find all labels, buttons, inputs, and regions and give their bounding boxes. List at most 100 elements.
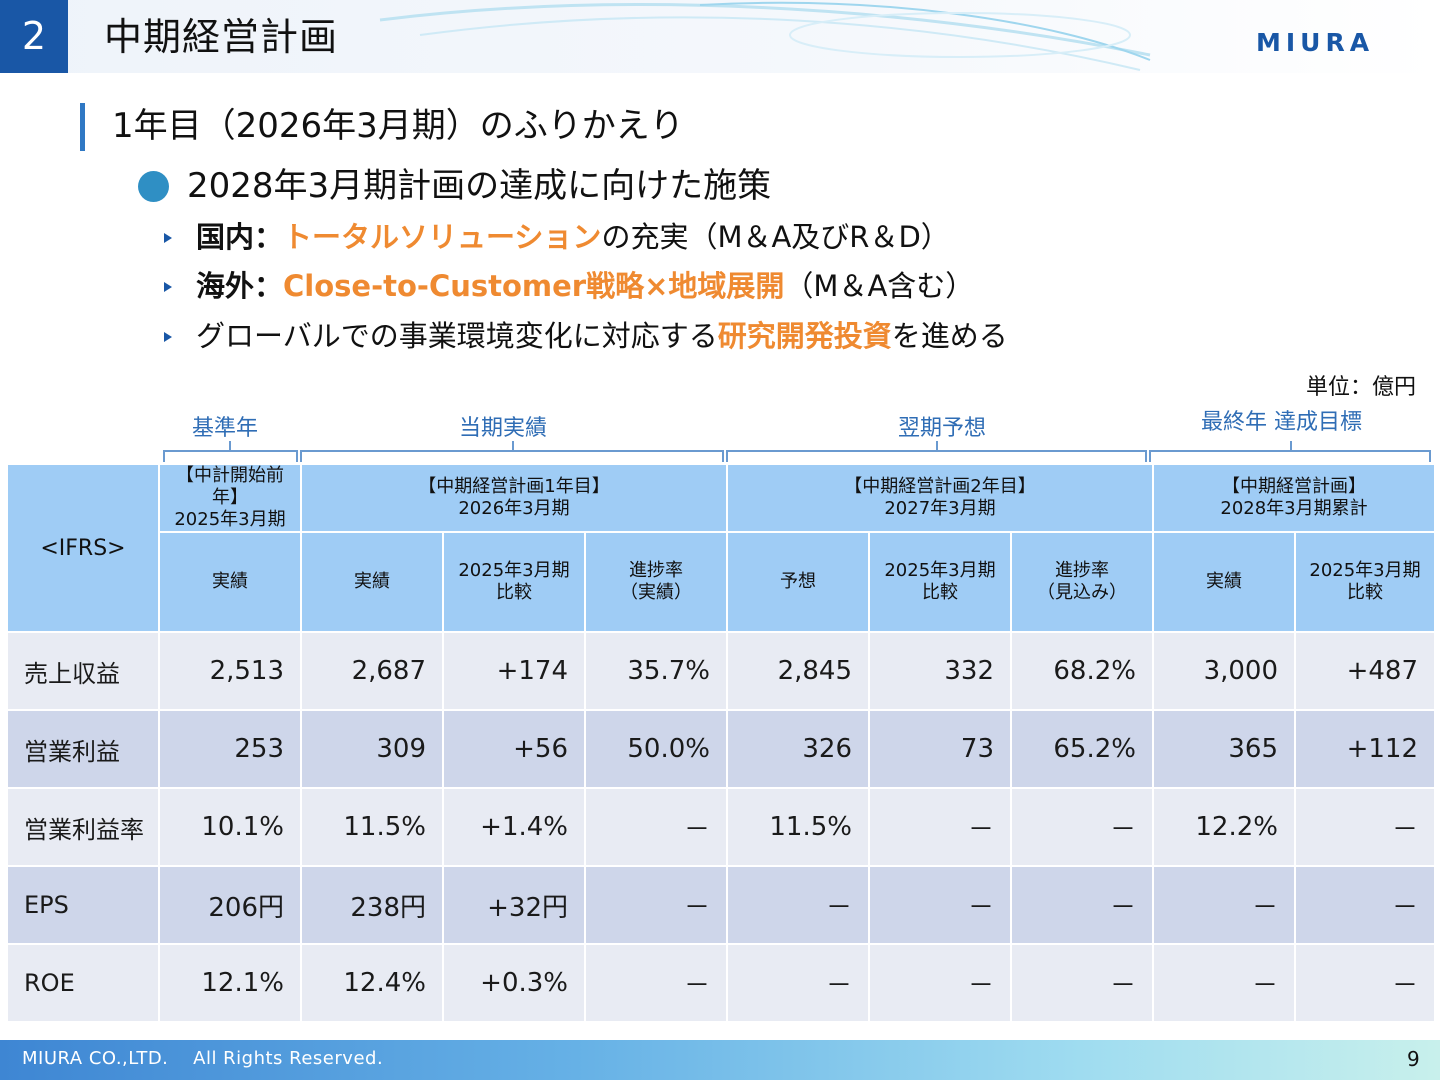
table-cell: － bbox=[584, 787, 728, 867]
table-cell: 238円 bbox=[300, 865, 444, 945]
column-header: 実績 bbox=[158, 531, 302, 633]
table-cell: +1.4% bbox=[442, 787, 586, 867]
table-cell: 2,845 bbox=[726, 631, 870, 711]
table-cell: 10.1% bbox=[158, 787, 302, 867]
column-header: 2025年3月期 比較 bbox=[442, 531, 586, 633]
bracket-base bbox=[163, 450, 298, 464]
table-row-roe: ROE 12.1% 12.4% +0.3% － － － － － － bbox=[6, 943, 1437, 1023]
bracket-tick bbox=[229, 441, 231, 451]
table-cell: 326 bbox=[726, 709, 870, 789]
table-cell: － bbox=[868, 865, 1012, 945]
table-cell: 12.2% bbox=[1152, 787, 1296, 867]
row-label: 営業利益率 bbox=[6, 787, 160, 867]
copyright: MIURA CO.,LTD. All Rights Reserved. bbox=[22, 1048, 384, 1069]
table-cell: － bbox=[726, 943, 870, 1023]
table-cell: 2,513 bbox=[158, 631, 302, 711]
bullet-heading: 2028年3月期計画の達成に向けた施策 bbox=[187, 166, 772, 206]
item-highlight: トータルソリューション bbox=[283, 220, 602, 254]
table-cell: 12.4% bbox=[300, 943, 444, 1023]
table-cell: 332 bbox=[868, 631, 1012, 711]
row-label: 売上収益 bbox=[6, 631, 160, 711]
table-cell: － bbox=[584, 943, 728, 1023]
table-cell: － bbox=[1293, 943, 1437, 1023]
table-cell: － bbox=[1293, 787, 1437, 867]
table-cell: － bbox=[1010, 787, 1154, 867]
item-text: を進める bbox=[891, 319, 1008, 353]
list-item-overseas: 海外：Close-to-Customer戦略×地域展開（M＆A含む） bbox=[196, 266, 974, 306]
table-cell: － bbox=[868, 943, 1012, 1023]
group-label-target: 最終年 達成目標 bbox=[1201, 410, 1362, 435]
group-label-actual: 当期実績 bbox=[459, 416, 548, 441]
group-header-2025: 【中計開始前年】 2025年3月期 bbox=[158, 463, 302, 533]
bracket-forecast bbox=[726, 450, 1147, 464]
table-cell: 309 bbox=[300, 709, 444, 789]
bracket-tick bbox=[1290, 441, 1292, 451]
bullet-circle-icon bbox=[138, 171, 169, 202]
triangle-bullet-icon bbox=[164, 332, 172, 342]
column-header: 2025年3月期 比較 bbox=[868, 531, 1012, 633]
table-cell: 68.2% bbox=[1010, 631, 1154, 711]
table-row-eps: EPS 206円 238円 +32円 － － － － － － bbox=[6, 865, 1437, 945]
table-cell: 2,687 bbox=[300, 631, 444, 711]
item-highlight: 研究開発投資 bbox=[717, 319, 892, 353]
column-header: 実績 bbox=[1152, 531, 1296, 633]
slide-header: 2 中期経営計画 MIURA bbox=[0, 0, 1440, 73]
triangle-bullet-icon bbox=[164, 233, 172, 243]
table-row-operating-margin: 営業利益率 10.1% 11.5% +1.4% － 11.5% － － 12.2… bbox=[6, 787, 1437, 867]
table-cell: 65.2% bbox=[1010, 709, 1154, 789]
table-cell: 253 bbox=[158, 709, 302, 789]
column-header: 2025年3月期 比較 bbox=[1293, 531, 1437, 633]
item-text: の充実（M＆A及びR＆D） bbox=[601, 220, 950, 254]
group-header-2028: 【中期経営計画】 2028年3月期累計 bbox=[1151, 463, 1437, 533]
item-highlight: Close-to-Customer戦略×地域展開 bbox=[283, 269, 785, 303]
table-cell: +56 bbox=[442, 709, 586, 789]
header-swoosh-decoration bbox=[379, 1, 1151, 71]
triangle-bullet-icon bbox=[164, 282, 172, 292]
group-label-base: 基準年 bbox=[192, 416, 259, 441]
item-label: 国内： bbox=[196, 220, 284, 254]
table-cell: +487 bbox=[1293, 631, 1437, 711]
table-cell: 3,000 bbox=[1152, 631, 1296, 711]
table-cell: － bbox=[1010, 943, 1154, 1023]
group-header-2026: 【中期経営計画1年目】 2026年3月期 bbox=[300, 463, 728, 533]
bracket-target bbox=[1149, 450, 1431, 464]
list-item-rnd: グローバルでの事業環境変化に対応する研究開発投資を進める bbox=[196, 316, 1008, 356]
table-cell: 50.0% bbox=[584, 709, 728, 789]
table-cell: +0.3% bbox=[442, 943, 586, 1023]
section-number: 2 bbox=[0, 0, 68, 73]
table-cell: 12.1% bbox=[158, 943, 302, 1023]
table-row-revenue: 売上収益 2,513 2,687 +174 35.7% 2,845 332 68… bbox=[6, 631, 1437, 711]
table-cell: +174 bbox=[442, 631, 586, 711]
bracket-actual bbox=[300, 450, 724, 464]
unit-label: 単位：億円 bbox=[1306, 375, 1417, 400]
item-text: グローバルでの事業環境変化に対応する bbox=[196, 319, 718, 353]
column-header: 予想 bbox=[726, 531, 870, 633]
table-cell: 206円 bbox=[158, 865, 302, 945]
table-cell: － bbox=[726, 865, 870, 945]
column-header: 進捗率 （実績） bbox=[584, 531, 728, 633]
table-corner-ifrs: <IFRS> bbox=[6, 463, 160, 633]
table-cell: +32円 bbox=[442, 865, 586, 945]
page-number: 9 bbox=[1407, 1047, 1420, 1071]
subheading-bar bbox=[80, 103, 85, 151]
row-label: ROE bbox=[6, 943, 160, 1023]
table-cell: 365 bbox=[1152, 709, 1296, 789]
table-cell: 11.5% bbox=[726, 787, 870, 867]
column-header: 実績 bbox=[300, 531, 444, 633]
table-cell: － bbox=[1152, 943, 1296, 1023]
company-logo: MIURA bbox=[1256, 28, 1375, 57]
page-title: 中期経営計画 bbox=[104, 15, 339, 59]
group-label-forecast: 翌期予想 bbox=[898, 416, 987, 441]
financial-table: <IFRS> 【中計開始前年】 2025年3月期 【中期経営計画1年目】 2026年… bbox=[6, 463, 1437, 1023]
item-label: 海外： bbox=[196, 269, 284, 303]
table-cell: － bbox=[1293, 865, 1437, 945]
table-row-operating-profit: 営業利益 253 309 +56 50.0% 326 73 65.2% 365 … bbox=[6, 709, 1437, 789]
table-cell: 73 bbox=[868, 709, 1012, 789]
subheading: 1年目（2026年3月期）のふりかえり bbox=[112, 106, 684, 146]
column-header: 進捗率 （見込み） bbox=[1010, 531, 1154, 633]
table-cell: － bbox=[1010, 865, 1154, 945]
table-cell: +112 bbox=[1293, 709, 1437, 789]
table-cell: － bbox=[1152, 865, 1296, 945]
item-text: （M＆A含む） bbox=[784, 269, 975, 303]
footer-bar bbox=[0, 1040, 1440, 1080]
